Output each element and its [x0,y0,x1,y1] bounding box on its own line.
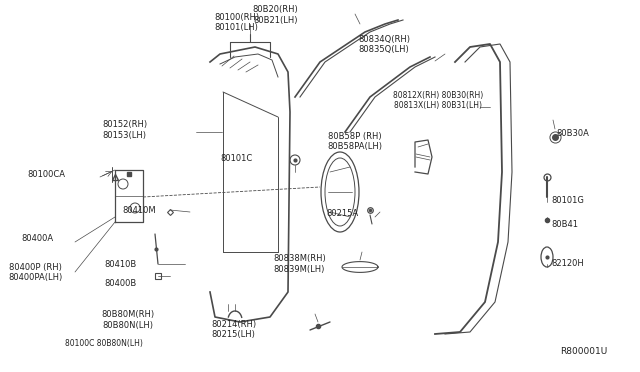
Text: 80B30A: 80B30A [557,129,589,138]
Text: 80812X(RH) 80B30(RH)
80813X(LH) 80B31(LH): 80812X(RH) 80B30(RH) 80813X(LH) 80B31(LH… [393,91,484,110]
Text: 80101C: 80101C [221,154,253,163]
Text: 80B80M(RH)
80B80N(LH): 80B80M(RH) 80B80N(LH) [101,310,155,330]
Text: 80410B: 80410B [104,260,136,269]
Text: 80152(RH)
80153(LH): 80152(RH) 80153(LH) [102,121,147,140]
Text: 80215A: 80215A [326,209,358,218]
Text: 80B41: 80B41 [552,220,579,229]
Text: 80214(RH)
80215(LH): 80214(RH) 80215(LH) [211,320,256,339]
Text: 80B20(RH)
80B21(LH): 80B20(RH) 80B21(LH) [252,5,298,25]
Text: 80400A: 80400A [21,234,53,243]
Text: 80838M(RH)
80839M(LH): 80838M(RH) 80839M(LH) [273,254,326,274]
Text: 80100C 80B80N(LH): 80100C 80B80N(LH) [65,339,143,348]
Text: 80834Q(RH)
80835Q(LH): 80834Q(RH) 80835Q(LH) [358,35,410,54]
Text: 80100CA: 80100CA [27,170,65,179]
Text: 80410M: 80410M [123,206,156,215]
Text: 80101G: 80101G [552,196,584,205]
Text: 80B58P (RH)
80B58PA(LH): 80B58P (RH) 80B58PA(LH) [328,132,383,151]
Text: 80100(RH)
80101(LH): 80100(RH) 80101(LH) [214,13,259,32]
Text: 80400B: 80400B [104,279,136,288]
Text: R800001U: R800001U [560,347,607,356]
Text: 80400P (RH)
80400PA(LH): 80400P (RH) 80400PA(LH) [8,263,62,282]
Text: 82120H: 82120H [552,259,584,268]
